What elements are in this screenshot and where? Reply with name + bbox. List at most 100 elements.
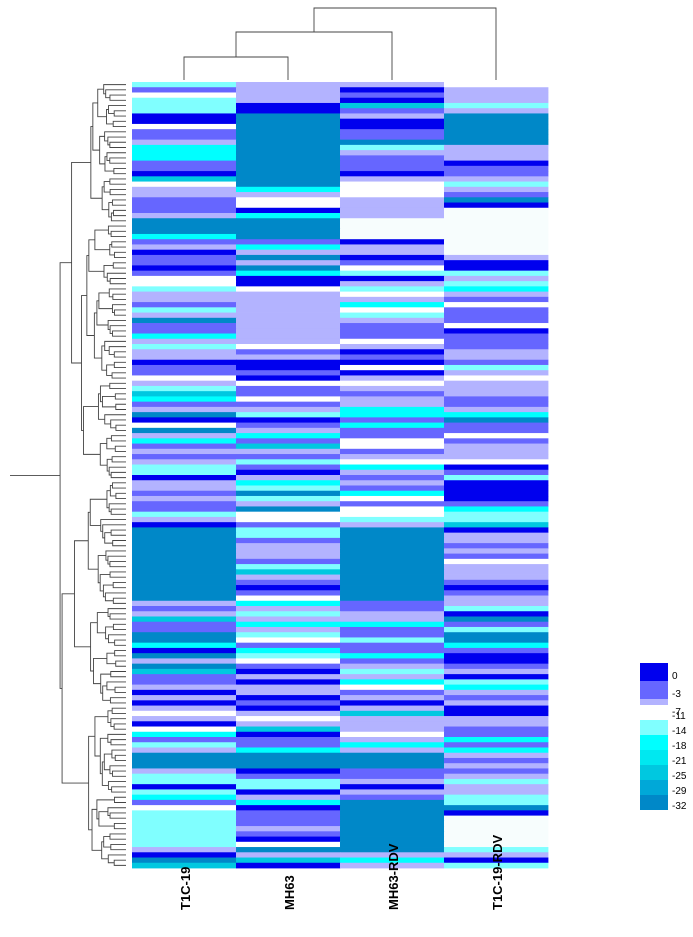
heatmap-cell xyxy=(444,852,549,858)
heatmap-cell xyxy=(340,260,445,266)
heatmap-cell xyxy=(340,637,445,644)
heatmap-cell xyxy=(444,412,549,418)
heatmap-cell xyxy=(132,108,237,114)
heatmap-cell xyxy=(236,312,341,319)
heatmap-cell xyxy=(444,642,549,649)
heatmap-cell xyxy=(444,543,549,549)
heatmap-cell xyxy=(444,475,549,481)
heatmap-cell xyxy=(340,626,445,633)
heatmap-cell xyxy=(132,495,237,502)
heatmap-cell xyxy=(132,490,237,497)
heatmap-cell xyxy=(444,139,549,146)
heatmap-cell xyxy=(236,611,341,617)
heatmap-cell xyxy=(340,412,445,418)
dendrogram-branch xyxy=(183,56,289,80)
heatmap-cell xyxy=(132,595,237,602)
heatmap-cell xyxy=(236,532,341,539)
heatmap-cell xyxy=(444,375,549,382)
heatmap-cell xyxy=(340,516,445,523)
heatmap-cell xyxy=(132,359,237,366)
heatmap-cell xyxy=(340,275,445,282)
dendrogram-branch xyxy=(109,243,115,256)
heatmap-cell xyxy=(132,653,237,659)
heatmap-cell xyxy=(444,239,549,245)
heatmap-cell xyxy=(444,841,549,848)
heatmap-cell xyxy=(340,480,445,486)
heatmap-cell xyxy=(132,516,237,523)
heatmap-cell xyxy=(444,647,549,654)
heatmap-cell xyxy=(236,391,341,397)
heatmap-cell xyxy=(444,553,549,560)
heatmap-cell xyxy=(444,611,549,617)
heatmap-cell xyxy=(340,501,445,507)
heatmap-cell xyxy=(236,244,341,251)
heatmap-cell xyxy=(444,616,549,623)
heatmap-cell xyxy=(444,150,549,156)
heatmap-cell xyxy=(132,721,237,727)
heatmap-cell xyxy=(132,123,237,130)
heatmap-cell xyxy=(444,291,549,298)
heatmap-cell xyxy=(340,689,445,696)
heatmap-cell xyxy=(340,773,445,780)
heatmap-cell xyxy=(340,841,445,848)
heatmap-cell xyxy=(132,606,237,612)
heatmap-cell xyxy=(444,689,549,696)
heatmap-cell xyxy=(340,97,445,104)
heatmap-cell xyxy=(444,349,549,355)
heatmap-cell xyxy=(340,338,445,345)
heatmap-cell xyxy=(132,600,237,607)
heatmap-cell xyxy=(236,323,341,329)
dendrogram-branch xyxy=(104,131,126,142)
heatmap-cell xyxy=(132,433,237,439)
heatmap-cell xyxy=(132,307,237,313)
heatmap-cell xyxy=(236,228,341,235)
heatmap-cell xyxy=(340,852,445,858)
heatmap-cell xyxy=(132,144,237,151)
heatmap-cell xyxy=(132,647,237,654)
heatmap-cell xyxy=(444,102,549,109)
heatmap-cell xyxy=(444,537,549,544)
heatmap-cell xyxy=(132,349,237,355)
heatmap-cell xyxy=(236,443,341,450)
dendrogram-branch xyxy=(115,492,126,500)
heatmap-cell xyxy=(236,752,341,759)
dendrogram-branch xyxy=(109,178,126,185)
heatmap-cell xyxy=(132,102,237,109)
heatmap-cell xyxy=(340,364,445,371)
dendrogram-branch xyxy=(112,120,126,127)
heatmap-cell xyxy=(132,82,237,88)
heatmap-cell xyxy=(444,433,549,439)
heatmap-cell xyxy=(444,511,549,518)
heatmap-cell xyxy=(236,485,341,492)
dendrogram-branch xyxy=(111,199,126,206)
heatmap-cell xyxy=(132,674,237,680)
dendrogram-branch xyxy=(107,608,126,617)
heatmap-cell xyxy=(340,385,445,392)
heatmap-cell xyxy=(340,296,445,303)
dendrogram-branch xyxy=(109,141,126,148)
dendrogram-branch xyxy=(112,482,126,489)
heatmap-cell xyxy=(236,275,341,282)
dendrogram-branch xyxy=(110,508,126,515)
heatmap-cell xyxy=(340,244,445,251)
legend-swatch xyxy=(640,663,668,681)
dendrogram-branch xyxy=(108,503,126,513)
heatmap-cell xyxy=(444,805,549,811)
heatmap-cell xyxy=(444,501,549,507)
heatmap-cell xyxy=(236,574,341,581)
heatmap-cell xyxy=(340,815,445,822)
heatmap-cell xyxy=(236,773,341,780)
heatmap-cell xyxy=(340,747,445,754)
heatmap-cell xyxy=(236,186,341,193)
dendrogram-branch xyxy=(109,157,126,164)
dendrogram-branch xyxy=(111,707,126,714)
heatmap-cell xyxy=(444,249,549,256)
heatmap-cell xyxy=(132,354,237,361)
legend-swatch xyxy=(640,681,668,699)
dendrogram-branch xyxy=(96,799,115,820)
heatmap-cell xyxy=(444,778,549,785)
heatmap-cell xyxy=(132,532,237,539)
heatmap-cell xyxy=(132,454,237,460)
dendrogram-branch xyxy=(103,264,114,278)
